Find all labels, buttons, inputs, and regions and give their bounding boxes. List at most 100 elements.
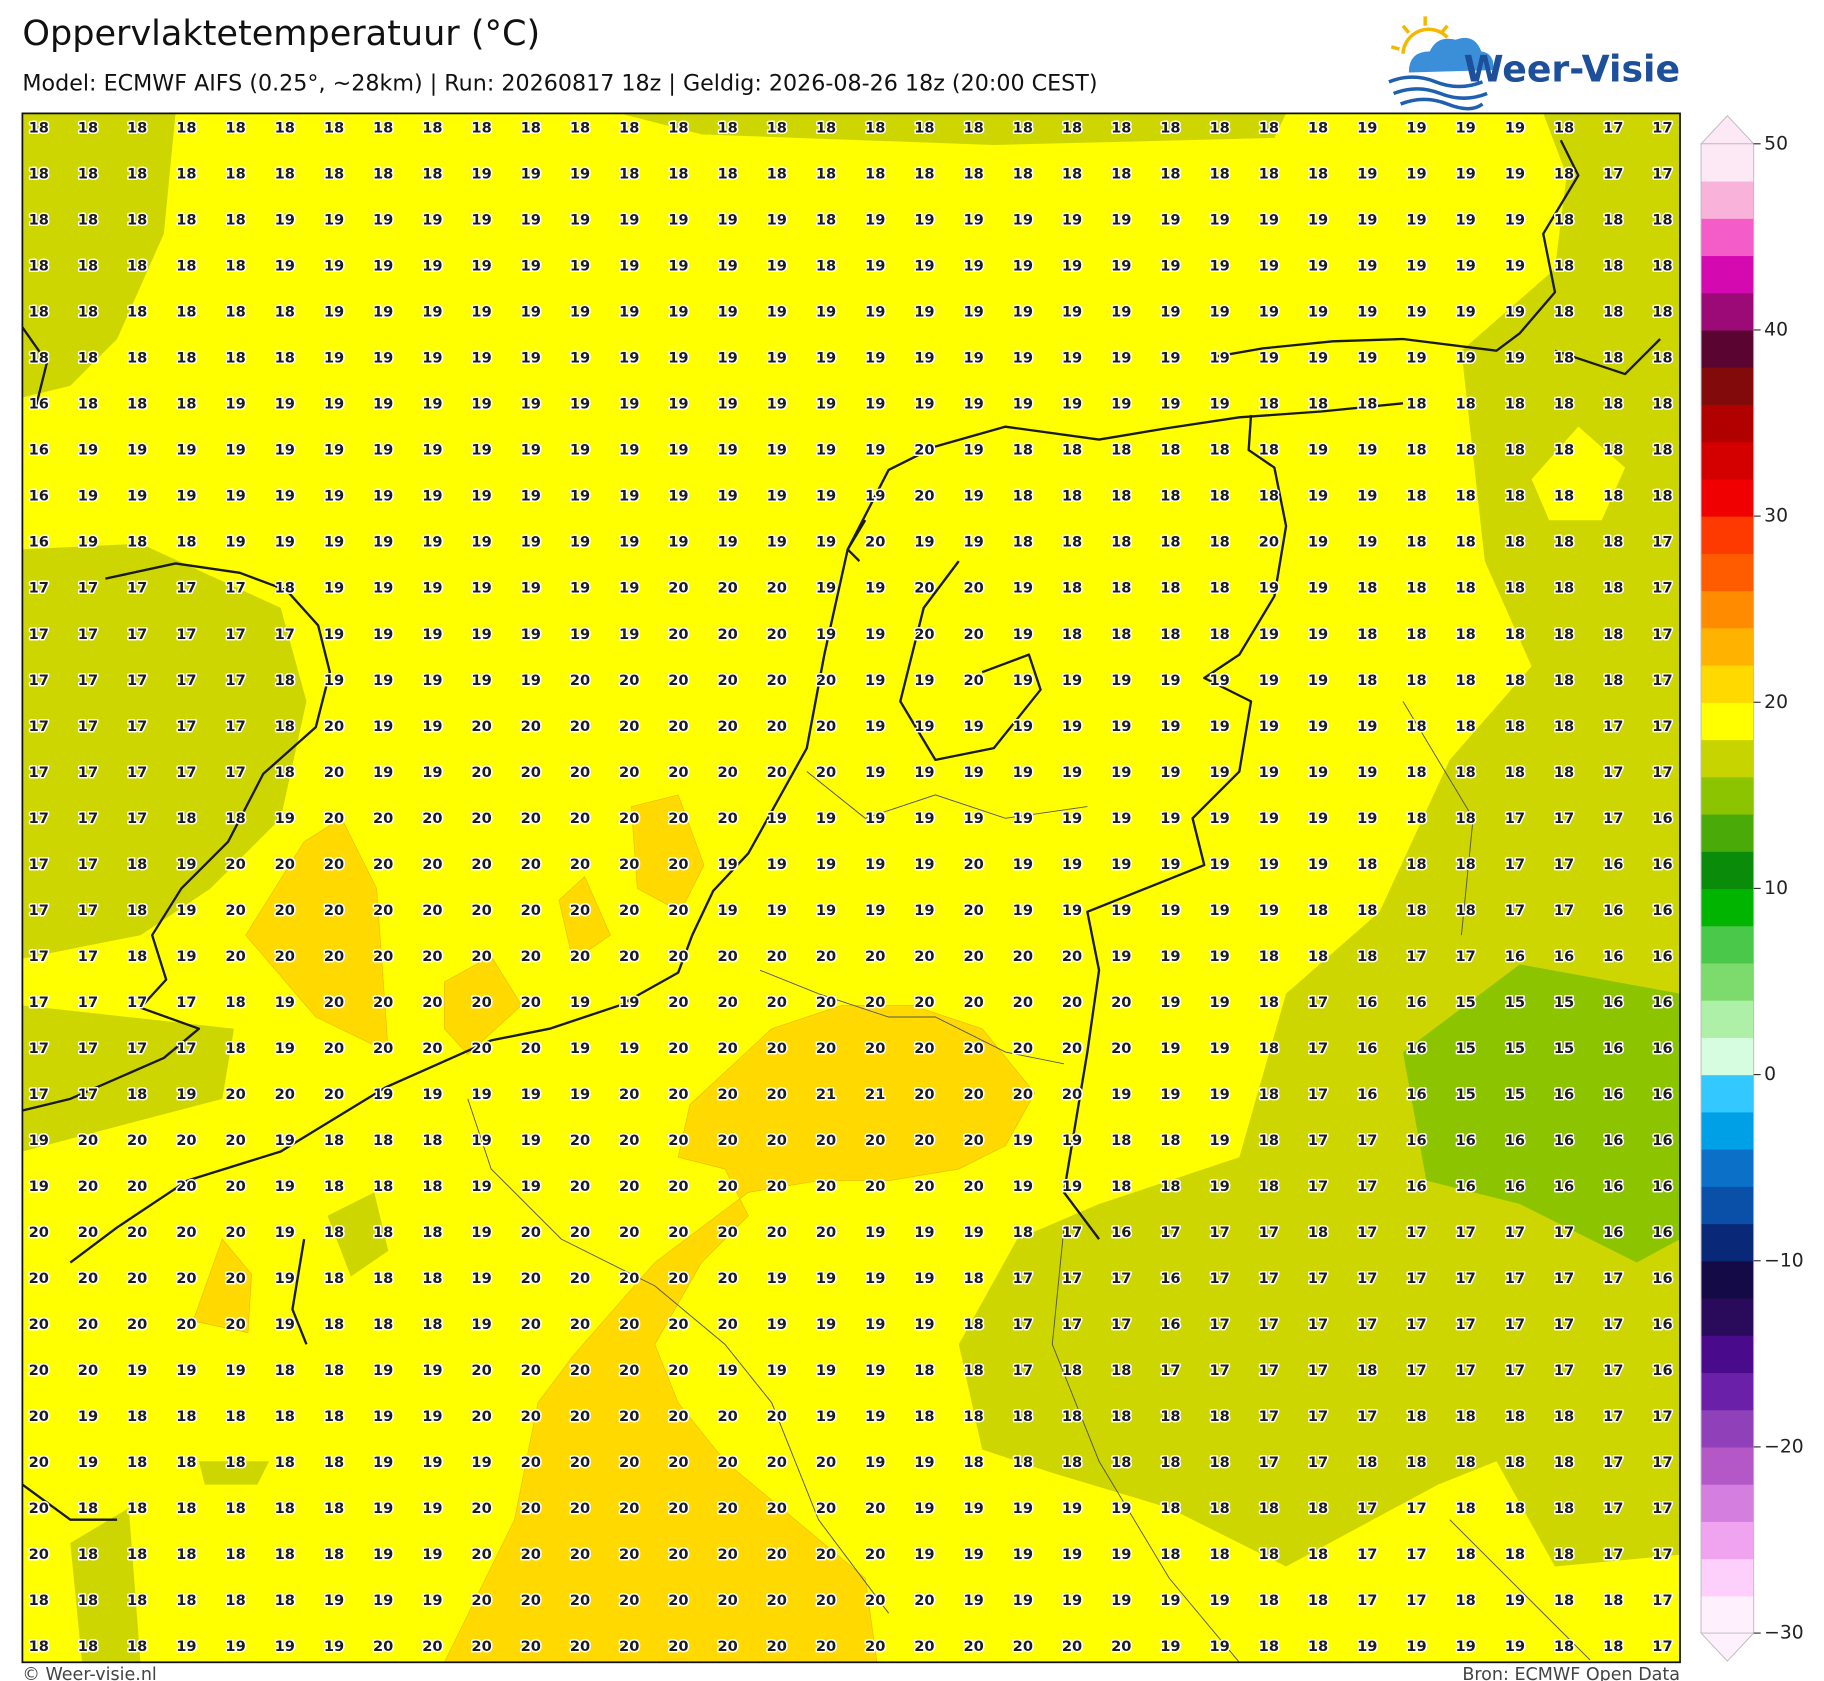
temperature-value: 20 [78, 1270, 98, 1287]
temperature-value: 17 [1308, 1408, 1328, 1425]
colorbar-segment [1701, 553, 1754, 592]
temperature-value: 20 [717, 1592, 737, 1609]
temperature-value: 19 [767, 304, 787, 321]
temperature-value: 17 [1062, 1270, 1082, 1287]
temperature-value: 19 [865, 488, 885, 505]
temperature-value: 17 [176, 718, 196, 735]
temperature-value: 18 [914, 1408, 934, 1425]
temperature-value: 18 [127, 948, 147, 965]
temperature-value: 19 [275, 258, 295, 275]
temperature-value: 18 [1259, 1178, 1279, 1195]
temperature-value: 18 [1505, 442, 1525, 459]
temperature-value: 20 [963, 1638, 983, 1655]
temperature-value: 18 [1209, 442, 1229, 459]
temperature-value: 18 [1308, 120, 1328, 137]
temperature-value: 18 [521, 120, 541, 137]
temperature-value: 19 [1308, 580, 1328, 597]
temperature-value: 20 [816, 1178, 836, 1195]
temperature-value: 20 [521, 1224, 541, 1241]
temperature-value: 19 [865, 718, 885, 735]
temperature-value: 18 [225, 258, 245, 275]
temperature-value: 18 [422, 120, 442, 137]
temperature-value: 21 [816, 1086, 836, 1103]
temperature-value: 18 [1505, 626, 1525, 643]
temperature-value: 19 [521, 488, 541, 505]
temperature-value: 19 [1062, 396, 1082, 413]
temperature-value: 18 [1603, 304, 1623, 321]
temperature-value: 18 [1209, 1500, 1229, 1517]
temperature-value: 19 [816, 810, 836, 827]
temperature-value: 18 [1259, 166, 1279, 183]
temperature-value: 18 [1013, 166, 1033, 183]
temperature-value: 18 [29, 258, 49, 275]
temperature-value: 19 [1406, 120, 1426, 137]
temperature-value: 20 [471, 856, 491, 873]
temperature-value: 19 [1013, 626, 1033, 643]
colorbar-arrow-bottom [1699, 1632, 1755, 1662]
temperature-value: 20 [619, 672, 639, 689]
temperature-value: 19 [78, 488, 98, 505]
temperature-value: 16 [1406, 1086, 1426, 1103]
temperature-value: 19 [324, 212, 344, 229]
temperature-value: 17 [1603, 764, 1623, 781]
temperature-value: 20 [570, 718, 590, 735]
temperature-value: 16 [1357, 994, 1377, 1011]
temperature-value: 18 [1456, 534, 1476, 551]
colorbar-segment [1701, 888, 1754, 927]
temperature-value: 19 [1209, 1132, 1229, 1149]
temperature-value: 20 [816, 1546, 836, 1563]
temperature-value: 19 [570, 1040, 590, 1057]
temperature-value: 18 [1160, 1132, 1180, 1149]
temperature-value: 18 [1259, 1132, 1279, 1149]
temperature-value: 16 [1160, 1270, 1180, 1287]
temperature-value: 19 [373, 396, 393, 413]
temperature-value: 17 [29, 1086, 49, 1103]
temperature-value: 18 [1554, 488, 1574, 505]
map [22, 113, 1681, 1663]
temperature-value: 19 [1357, 718, 1377, 735]
temperature-value: 17 [1357, 1270, 1377, 1287]
temperature-value: 18 [373, 166, 393, 183]
temperature-value: 18 [1456, 396, 1476, 413]
temperature-value: 19 [668, 304, 688, 321]
temperature-value: 17 [1062, 1224, 1082, 1241]
temperature-value: 19 [1013, 718, 1033, 735]
temperature-value: 17 [1505, 902, 1525, 919]
temperature-value: 19 [1406, 166, 1426, 183]
temperature-value: 19 [373, 350, 393, 367]
temperature-value: 18 [1111, 166, 1131, 183]
temperature-value: 20 [176, 1132, 196, 1149]
temperature-value: 17 [29, 718, 49, 735]
temperature-value: 20 [225, 1086, 245, 1103]
temperature-value: 18 [1062, 1454, 1082, 1471]
temperature-value: 20 [619, 902, 639, 919]
temperature-value: 20 [767, 764, 787, 781]
temperature-value: 17 [1456, 948, 1476, 965]
temperature-value: 18 [225, 1040, 245, 1057]
temperature-value: 18 [619, 166, 639, 183]
temperature-value: 19 [521, 396, 541, 413]
temperature-value: 17 [29, 902, 49, 919]
temperature-value: 19 [275, 1316, 295, 1333]
temperature-value: 20 [275, 1086, 295, 1103]
temperature-value: 19 [668, 212, 688, 229]
temperature-value: 19 [521, 258, 541, 275]
temperature-value: 19 [275, 1270, 295, 1287]
temperature-value: 20 [570, 1592, 590, 1609]
temperature-value: 20 [668, 764, 688, 781]
temperature-value: 18 [963, 120, 983, 137]
temperature-value: 19 [422, 258, 442, 275]
temperature-value: 18 [1062, 488, 1082, 505]
temperature-value: 18 [1603, 258, 1623, 275]
temperature-value: 20 [865, 534, 885, 551]
temperature-value: 20 [668, 1638, 688, 1655]
temperature-value: 18 [275, 350, 295, 367]
temperature-value: 18 [1406, 810, 1426, 827]
temperature-value: 19 [865, 1316, 885, 1333]
temperature-value: 19 [963, 1500, 983, 1517]
temperature-value: 20 [29, 1362, 49, 1379]
temperature-value: 19 [422, 1362, 442, 1379]
temperature-value: 18 [963, 1362, 983, 1379]
temperature-value: 17 [1603, 1500, 1623, 1517]
temperature-value: 19 [471, 350, 491, 367]
